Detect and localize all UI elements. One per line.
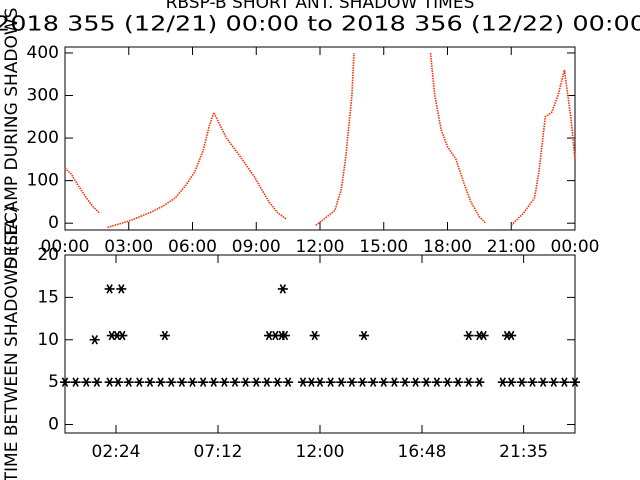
x-tick-label: 15:00 [359,237,408,257]
x-tick-label: 07:12 [194,442,243,462]
y-axis-label: DELTA AMP DURING SHADOWS [2,8,22,270]
y-tick-label: 20 [37,245,59,265]
data-point [261,377,272,387]
data-point [389,377,400,387]
data-point [277,284,288,294]
y-tick-label: 400 [27,43,59,63]
data-point [325,377,336,387]
data-point [60,377,70,387]
data-point [91,377,102,387]
data-point [497,377,508,387]
x-tick-label: 18:00 [423,237,472,257]
data-point [279,330,290,341]
data-point [145,377,155,387]
data-point [431,377,442,387]
data-point [474,377,485,387]
data-point [421,377,432,387]
x-tick-label: 16:48 [398,442,447,462]
data-point [559,377,570,387]
data-point [240,377,251,387]
data-point [155,377,166,387]
data-point [208,377,219,387]
data-point [104,377,115,387]
y-tick-label: 300 [27,86,59,106]
data-point [506,377,517,387]
data-point [230,377,240,387]
y-tick-label: 0 [48,213,59,233]
data-point [368,377,379,387]
data-point [463,330,474,341]
data-point [159,330,170,341]
data-point [187,377,198,387]
y-tick-label: 100 [27,171,59,191]
data-point [117,330,128,341]
data-line [64,52,576,229]
data-point [306,377,317,387]
data-point [272,377,283,387]
chart-subtitle: 2018 355 (12/21) 00:00 to 2018 356 (12/2… [0,12,640,36]
y-tick-label: 10 [37,330,59,350]
chart-title: RBSP-B SHORT ANT. SHADOW TIMES [166,0,475,13]
data-point [570,377,580,387]
data-point [336,377,347,387]
data-point [298,377,308,387]
data-point [410,377,421,387]
data-point [506,330,517,341]
x-tick-label: 00:00 [41,237,90,257]
x-tick-label: 12:00 [296,442,345,462]
data-point [113,377,124,387]
data-point [219,377,230,387]
x-tick-label: 02:24 [92,442,141,462]
data-point [176,377,187,387]
data-point [478,330,489,341]
data-point [251,377,262,387]
data-point [134,377,145,387]
data-point [81,377,92,387]
y-tick-label: 200 [27,128,59,148]
data-point [123,377,134,387]
data-point [548,377,559,387]
x-tick-label: 21:00 [487,237,536,257]
data-point [357,377,368,387]
x-tick-label: 09:00 [232,237,281,257]
data-point [346,377,357,387]
data-point [516,377,527,387]
data-point [283,377,294,387]
data-point [70,377,81,387]
data-point [378,377,389,387]
data-point [166,377,177,387]
x-tick-label: 03:00 [104,237,153,257]
y-tick-label: 5 [48,372,59,392]
x-tick-label: 21:35 [499,442,548,462]
data-point [538,377,549,387]
data-point [400,377,410,387]
data-point [463,377,474,387]
y-tick-label: 0 [48,415,59,435]
data-point [442,377,453,387]
data-point [104,284,115,294]
data-point [89,335,100,345]
data-point [315,377,325,387]
data-point [453,377,464,387]
data-point [116,284,127,294]
y-tick-label: 15 [37,287,59,307]
x-tick-label: 06:00 [168,237,217,257]
data-point [309,330,320,341]
x-tick-label: 12:00 [296,237,345,257]
data-point [358,330,369,341]
data-point [198,377,209,387]
x-tick-label: 00:00 [551,237,600,257]
y-axis-label: TIME BETWEEN SHADOWS (SEC) [2,206,22,480]
data-point [527,377,538,387]
